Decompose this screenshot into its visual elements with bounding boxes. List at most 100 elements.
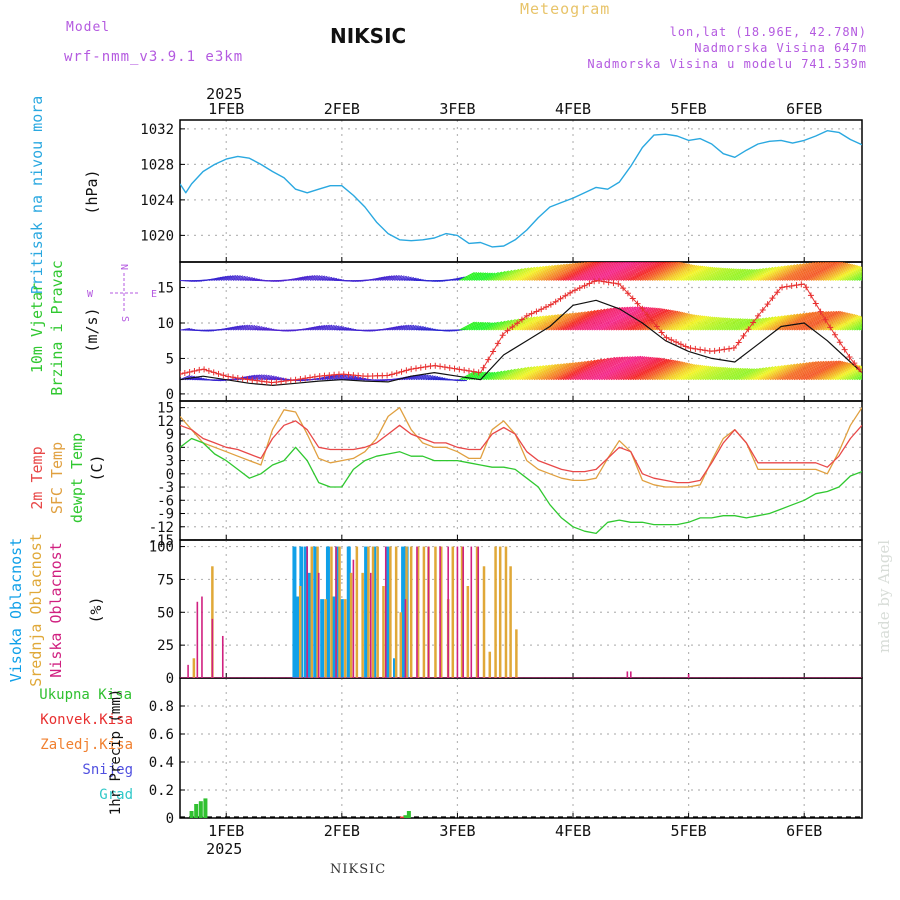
cloud-bar-mid: [367, 546, 370, 678]
cloud-bar-low: [462, 546, 465, 678]
gust-marker: [779, 284, 786, 291]
wind-vector: [391, 325, 403, 331]
cloud-bar-high: [307, 572, 312, 678]
cloud-bar-mid: [482, 566, 486, 678]
gust-marker: [292, 376, 299, 383]
wind-vector: [769, 263, 802, 281]
wind-vector: [596, 306, 642, 331]
wind-vector: [752, 266, 780, 281]
wind-vector: [784, 262, 820, 281]
wind-vector: [254, 326, 265, 331]
wind-vector: [235, 324, 246, 331]
temp-unit: (C): [88, 454, 106, 481]
gust-marker: [384, 372, 391, 379]
wind-vector: [581, 262, 619, 281]
gust-marker: [514, 320, 521, 327]
temperature-ytick-label: 9: [166, 427, 174, 443]
wind-vector: [671, 265, 700, 281]
wind-vector: [687, 366, 714, 381]
gust-marker: [750, 319, 757, 326]
wind-vector: [550, 360, 586, 381]
wind-vector: [627, 262, 664, 281]
wind-vector: [189, 376, 200, 381]
wind-vector: [615, 357, 658, 381]
wind-vector: [252, 374, 263, 381]
wind-vector: [846, 371, 862, 381]
wind-vector: [719, 367, 742, 381]
wind-vector: [562, 309, 603, 331]
wind-vector: [699, 366, 724, 381]
wind-vector: [565, 358, 606, 381]
wind-vector: [632, 359, 671, 381]
wind-vector: [584, 306, 629, 331]
wind-vector: [750, 365, 777, 381]
cloud-bar-low: [335, 546, 337, 678]
cloud-bar-mid: [416, 546, 420, 678]
gust-marker: [393, 370, 400, 377]
gust-marker: [856, 366, 862, 373]
gust-marker: [480, 364, 487, 371]
bottom-day-label: 3FEB: [439, 822, 475, 840]
wind-vector: [692, 316, 718, 331]
compass-e: E: [151, 289, 157, 300]
wind-vector: [716, 268, 740, 281]
wind-vector: [695, 267, 720, 281]
cloud-bar-high: [320, 599, 325, 678]
cloud-bar-high: [331, 596, 336, 678]
cloud-bar-mid: [192, 658, 196, 678]
top-day-label: 1FEB: [208, 100, 244, 118]
wind-vector: [675, 315, 704, 331]
wind-vector: [423, 375, 434, 381]
wind-vector: [683, 365, 710, 381]
wind-vector: [536, 313, 568, 331]
wind-vector: [227, 275, 239, 281]
wind-vector: [521, 265, 550, 281]
gust-marker: [624, 290, 631, 297]
gust-marker: [403, 367, 410, 374]
wind-vector: [500, 367, 523, 381]
wind-vector: [336, 374, 347, 381]
wind-vector: [492, 319, 513, 331]
wind-vector: [473, 322, 489, 331]
wind-vector: [610, 356, 654, 381]
gust-marker: [822, 316, 829, 323]
wind-vector: [625, 358, 666, 381]
gust-marker: [201, 366, 208, 373]
wind-vector: [521, 314, 550, 331]
wind-vector: [471, 272, 487, 281]
cloud-bar-mid: [466, 586, 470, 678]
wind-vector: [569, 307, 612, 331]
wind-vector: [548, 311, 583, 331]
cloud-bar-low: [369, 572, 372, 678]
gust-marker: [836, 339, 843, 346]
cloud-bar-mid: [344, 599, 347, 678]
bottom-day-label: 6FEB: [786, 822, 822, 840]
wind-vector: [622, 357, 664, 381]
wind-vector: [398, 324, 410, 331]
wind-vector: [396, 275, 407, 281]
wind-vector: [630, 358, 670, 381]
wind-vector: [733, 268, 755, 281]
wind-vector: [420, 374, 432, 381]
wind-vector: [401, 324, 412, 331]
wind-vector: [738, 318, 761, 331]
wind-vector: [789, 311, 825, 331]
gust-marker: [465, 367, 472, 374]
wind-vector: [333, 326, 345, 331]
cloud-bar-low: [630, 671, 632, 678]
wind-vector: [516, 265, 545, 281]
cloud-bar-low: [317, 572, 320, 678]
cloud-bar-mid: [376, 546, 379, 678]
wind-vector: [410, 374, 422, 381]
wind-vector: [213, 276, 224, 281]
wind-vector: [567, 357, 609, 381]
precip-legend-4: Grad: [99, 787, 133, 803]
wind-vector: [497, 268, 520, 281]
wind-vector: [509, 366, 536, 381]
wind-vector: [415, 326, 427, 331]
wind-vector: [839, 317, 862, 331]
wind-vector: [540, 362, 574, 381]
cloud-bar-low: [470, 546, 473, 678]
wind-vector: [685, 316, 712, 331]
gust-marker: [798, 281, 805, 288]
